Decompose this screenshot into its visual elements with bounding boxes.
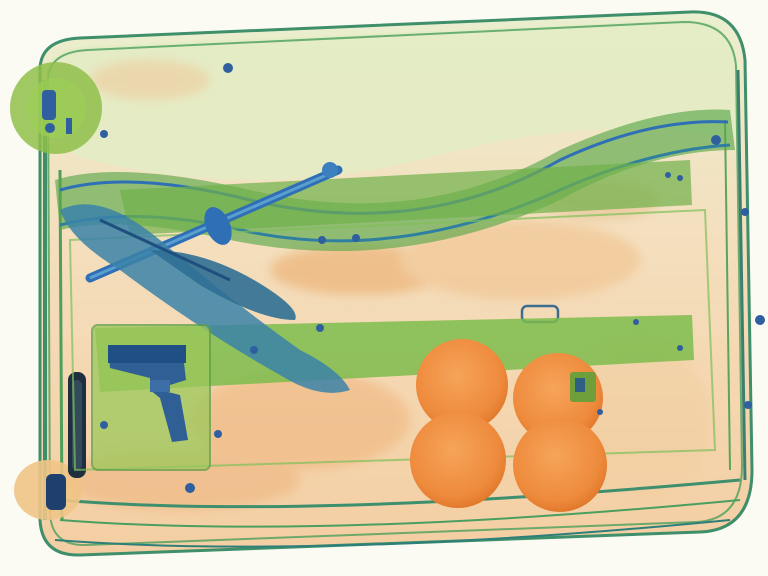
oranges (410, 339, 607, 512)
fasteners (100, 63, 765, 493)
handgun (91, 324, 211, 471)
wheel (10, 62, 102, 154)
upper-bar (120, 160, 692, 235)
bottom-wheel (14, 460, 82, 520)
handle (68, 372, 86, 478)
orange-1 (416, 339, 508, 431)
knife (60, 204, 350, 393)
orange-3 (410, 412, 506, 508)
orange-4 (513, 418, 607, 512)
